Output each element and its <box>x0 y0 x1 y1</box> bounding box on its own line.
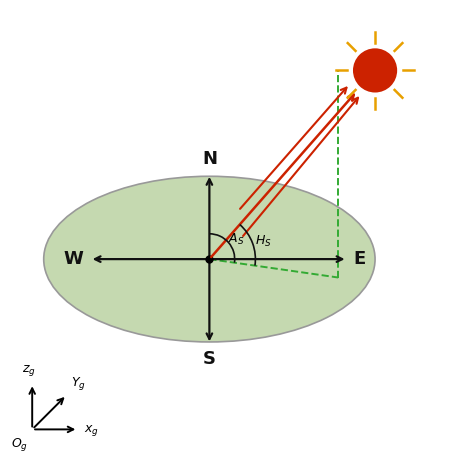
Text: $Y_g$: $Y_g$ <box>71 375 86 392</box>
Text: W: W <box>64 250 84 268</box>
Circle shape <box>353 48 397 93</box>
Text: $O_g$: $O_g$ <box>10 436 27 453</box>
Text: E: E <box>354 250 365 268</box>
Text: $A_S$: $A_S$ <box>228 232 245 247</box>
Ellipse shape <box>44 176 375 342</box>
Text: $x_g$: $x_g$ <box>84 423 99 438</box>
Text: S: S <box>203 350 216 368</box>
Text: $H_S$: $H_S$ <box>255 234 272 249</box>
Text: N: N <box>202 150 217 168</box>
Text: $z_g$: $z_g$ <box>22 363 36 378</box>
